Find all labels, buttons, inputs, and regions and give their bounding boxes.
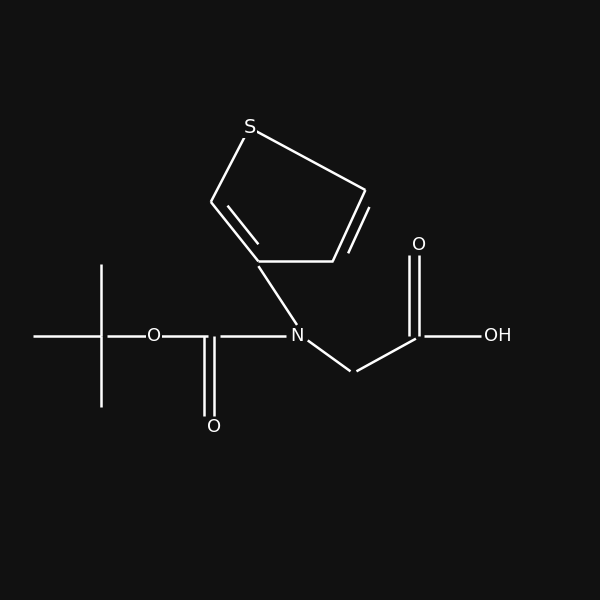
Text: OH: OH [484,326,511,344]
Text: S: S [243,118,256,137]
Text: N: N [290,326,304,344]
Text: O: O [412,236,426,254]
Text: O: O [207,418,221,436]
Text: O: O [147,326,161,344]
